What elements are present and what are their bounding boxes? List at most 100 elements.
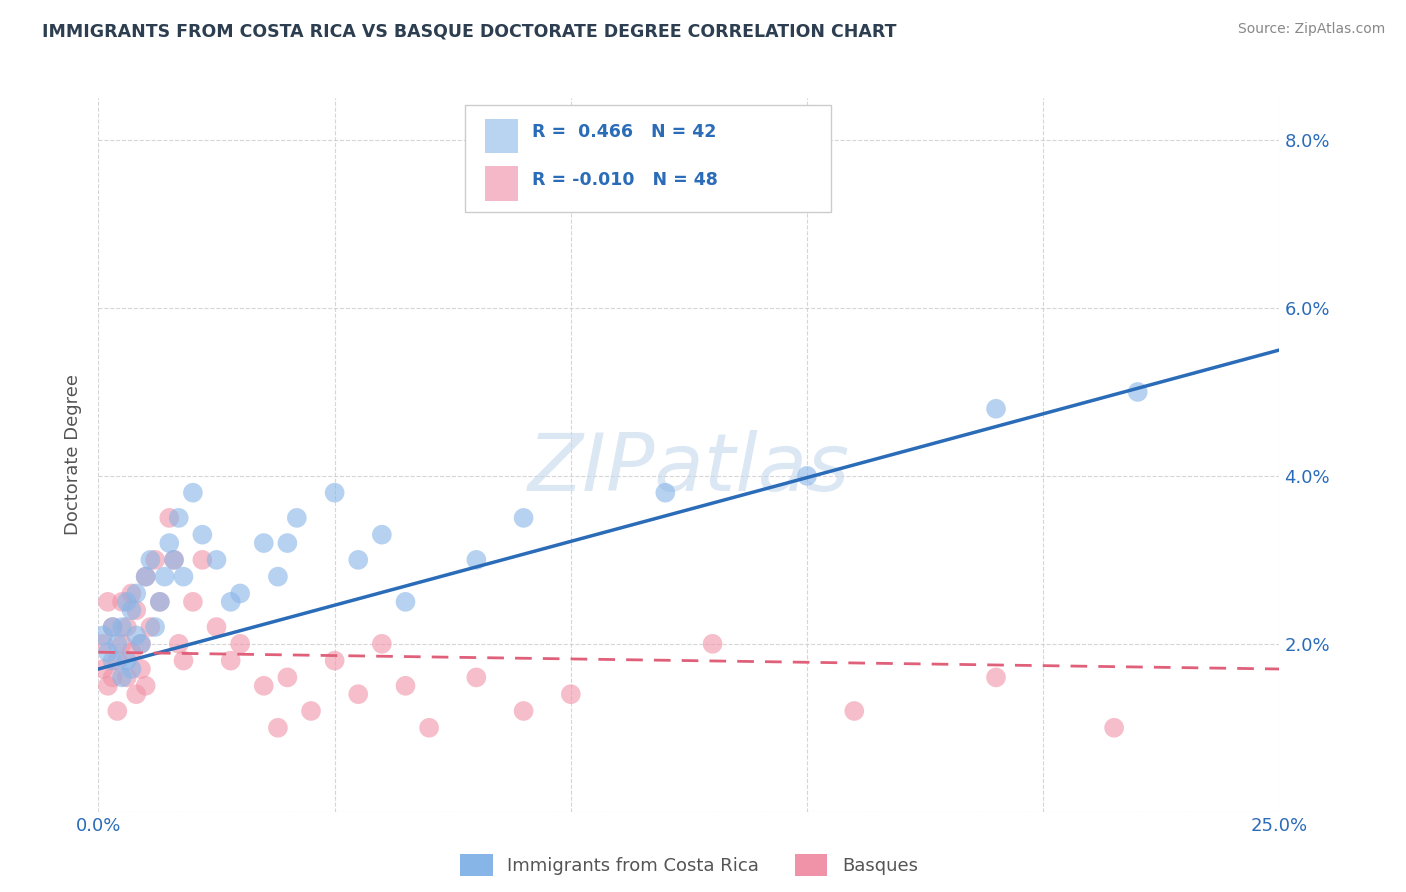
- Point: [115, 620, 138, 634]
- Text: R =  0.466   N = 42: R = 0.466 N = 42: [531, 123, 716, 141]
- Point: [135, 679, 157, 693]
- Point: [267, 721, 290, 735]
- Point: [97, 679, 120, 693]
- Point: [143, 553, 166, 567]
- Point: [97, 595, 120, 609]
- Point: [394, 595, 416, 609]
- Point: [115, 654, 138, 668]
- Point: [167, 511, 190, 525]
- Point: [91, 662, 114, 676]
- Text: Source: ZipAtlas.com: Source: ZipAtlas.com: [1237, 22, 1385, 37]
- Point: [111, 637, 134, 651]
- Point: [111, 595, 134, 609]
- Text: IMMIGRANTS FROM COSTA RICA VS BASQUE DOCTORATE DEGREE CORRELATION CHART: IMMIGRANTS FROM COSTA RICA VS BASQUE DOC…: [42, 22, 897, 40]
- Point: [101, 620, 124, 634]
- Point: [984, 670, 1007, 684]
- Text: ZIPatlas: ZIPatlas: [527, 430, 851, 508]
- Point: [121, 662, 143, 676]
- Point: [191, 553, 214, 567]
- Point: [121, 645, 143, 659]
- Y-axis label: Doctorate Degree: Doctorate Degree: [65, 375, 83, 535]
- Point: [1126, 384, 1149, 399]
- Point: [253, 679, 276, 693]
- Point: [984, 401, 1007, 416]
- Point: [276, 536, 298, 550]
- FancyBboxPatch shape: [464, 105, 831, 212]
- Point: [191, 527, 214, 541]
- Point: [121, 586, 143, 600]
- Point: [654, 485, 676, 500]
- Point: [121, 603, 143, 617]
- Point: [285, 511, 308, 525]
- Point: [157, 511, 180, 525]
- Point: [91, 637, 114, 651]
- Point: [125, 603, 148, 617]
- Point: [465, 670, 488, 684]
- Point: [418, 721, 440, 735]
- Point: [465, 553, 488, 567]
- Point: [111, 620, 134, 634]
- Point: [1102, 721, 1125, 735]
- Point: [129, 637, 152, 651]
- Point: [101, 654, 124, 668]
- Point: [560, 687, 582, 701]
- Point: [125, 628, 148, 642]
- Point: [91, 628, 114, 642]
- Point: [181, 595, 204, 609]
- Point: [105, 654, 128, 668]
- Point: [796, 469, 818, 483]
- Point: [299, 704, 322, 718]
- Point: [125, 586, 148, 600]
- Point: [105, 637, 128, 651]
- Point: [129, 637, 152, 651]
- Point: [101, 670, 124, 684]
- Text: R = -0.010   N = 48: R = -0.010 N = 48: [531, 170, 717, 189]
- Point: [276, 670, 298, 684]
- Point: [157, 536, 180, 550]
- Point: [512, 511, 534, 525]
- Point: [115, 670, 138, 684]
- Point: [111, 670, 134, 684]
- Point: [101, 620, 124, 634]
- Point: [115, 595, 138, 609]
- Point: [125, 687, 148, 701]
- Legend: Immigrants from Costa Rica, Basques: Immigrants from Costa Rica, Basques: [451, 845, 927, 885]
- Point: [394, 679, 416, 693]
- Bar: [485, 119, 517, 153]
- Point: [323, 654, 346, 668]
- Point: [229, 637, 252, 651]
- Point: [172, 654, 194, 668]
- Point: [371, 527, 394, 541]
- Point: [323, 485, 346, 500]
- Point: [172, 569, 194, 583]
- Point: [163, 553, 186, 567]
- Point: [97, 645, 120, 659]
- Bar: [485, 167, 517, 201]
- Point: [253, 536, 276, 550]
- Point: [135, 569, 157, 583]
- Point: [205, 620, 228, 634]
- Point: [167, 637, 190, 651]
- Point: [702, 637, 724, 651]
- Point: [139, 553, 162, 567]
- Point: [844, 704, 866, 718]
- Point: [219, 595, 242, 609]
- Point: [163, 553, 186, 567]
- Point: [135, 569, 157, 583]
- Point: [139, 620, 162, 634]
- Point: [149, 595, 172, 609]
- Point: [181, 485, 204, 500]
- Point: [347, 687, 370, 701]
- Point: [219, 654, 242, 668]
- Point: [371, 637, 394, 651]
- Point: [129, 662, 152, 676]
- Point: [347, 553, 370, 567]
- Point: [143, 620, 166, 634]
- Point: [205, 553, 228, 567]
- Point: [512, 704, 534, 718]
- Point: [229, 586, 252, 600]
- Point: [153, 569, 176, 583]
- Point: [149, 595, 172, 609]
- Point: [267, 569, 290, 583]
- Point: [105, 704, 128, 718]
